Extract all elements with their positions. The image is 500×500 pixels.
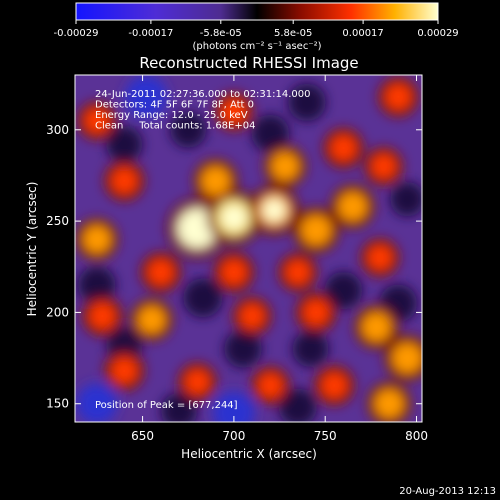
- colorbar: [75, 2, 439, 21]
- annotation-line: 24-Jun-2011 02:27:36.000 to 02:31:14.000: [95, 89, 311, 100]
- x-axis-label: Heliocentric X (arcsec): [181, 447, 317, 461]
- y-tick-label: 200: [46, 305, 69, 319]
- bright-region: [320, 372, 348, 399]
- y-tick-label: 250: [46, 214, 69, 228]
- bright-region: [110, 357, 138, 385]
- x-tick-label: 800: [405, 429, 428, 443]
- dark-region: [170, 111, 207, 148]
- colorbar-ticks: -0.00029 -0.00017 -5.8e-05 5.8e-05 0.00017 0.…: [54, 20, 459, 39]
- bright-region: [361, 312, 391, 342]
- colorbar-unit-label: (photons cm⁻² s⁻¹ asec⁻²): [192, 41, 321, 52]
- x-tick-label: 650: [131, 429, 154, 443]
- dark-region: [125, 75, 168, 119]
- axis-ticks: 650 700 750 800 150 200 250 300: [46, 75, 428, 443]
- chart-title: Reconstructed RHESSI Image: [139, 54, 358, 72]
- bright-region-core: [183, 214, 212, 243]
- bright-region: [338, 191, 368, 222]
- dark-region: [279, 388, 317, 422]
- bright-region: [374, 389, 404, 419]
- bright-region: [370, 153, 397, 180]
- bright-region: [271, 152, 300, 181]
- bright-region: [257, 372, 284, 399]
- bright-region: [220, 258, 248, 286]
- dark-region: [106, 126, 143, 163]
- colorbar-tick-label: 5.8e-05: [274, 28, 312, 39]
- bright-region-core: [262, 198, 286, 222]
- dark-region: [224, 330, 262, 368]
- bright-region: [285, 259, 311, 286]
- peak-position-label: Position of Peak = [677,244]: [95, 400, 238, 411]
- colorbar-tick-label: 0.00029: [417, 28, 458, 39]
- bright-region: [88, 302, 116, 330]
- plot-frame: [74, 74, 423, 423]
- bright-region: [84, 107, 110, 134]
- dark-region: [288, 83, 326, 122]
- bright-region: [239, 303, 265, 329]
- heatmap-image: [75, 75, 422, 422]
- bright-region: [201, 166, 231, 196]
- bright-region: [302, 299, 330, 326]
- bright-region: [147, 258, 175, 286]
- bright-region: [330, 134, 357, 162]
- colorbar-tick-label: -5.8e-05: [200, 28, 242, 39]
- dark-region: [76, 383, 118, 422]
- y-tick-label: 150: [46, 397, 69, 411]
- dark-region: [324, 271, 363, 310]
- bright-region-core: [221, 204, 247, 231]
- dark-region: [78, 266, 116, 304]
- bright-region: [384, 83, 412, 111]
- colorbar-tick-label: -0.00029: [54, 28, 99, 39]
- colorbar-tick-label: 0.00017: [342, 28, 383, 39]
- annotation-line: Energy Range: 12.0 - 25.0 keV: [95, 110, 248, 121]
- dark-region: [251, 114, 290, 153]
- y-axis-label: Heliocentric Y (arcsec): [25, 182, 39, 317]
- annotation-line: Detectors: 4F 5F 6F 7F 8F, Att 0: [95, 100, 254, 111]
- bright-region: [367, 244, 393, 271]
- bright-region: [137, 305, 166, 334]
- colorbar-tick-label: -0.00017: [128, 28, 173, 39]
- bright-region: [300, 215, 332, 246]
- footer-timestamp: 20-Aug-2013 12:13: [399, 486, 496, 497]
- bright-region: [82, 225, 111, 254]
- bright-region: [392, 342, 422, 374]
- bright-region: [221, 98, 247, 125]
- dark-region: [390, 181, 422, 217]
- annotation-line: Clean Total counts: 1.68E+04: [95, 121, 255, 132]
- dark-region: [212, 391, 256, 422]
- dark-region: [161, 393, 198, 422]
- y-tick-label: 300: [46, 123, 69, 137]
- dark-region: [183, 278, 223, 318]
- x-tick-label: 700: [222, 429, 245, 443]
- dark-region: [292, 330, 329, 367]
- annotations: 24-Jun-2011 02:27:36.000 to 02:31:14.000…: [95, 89, 311, 411]
- x-tick-label: 750: [314, 429, 337, 443]
- bright-region: [184, 369, 211, 395]
- bright-region: [110, 167, 138, 195]
